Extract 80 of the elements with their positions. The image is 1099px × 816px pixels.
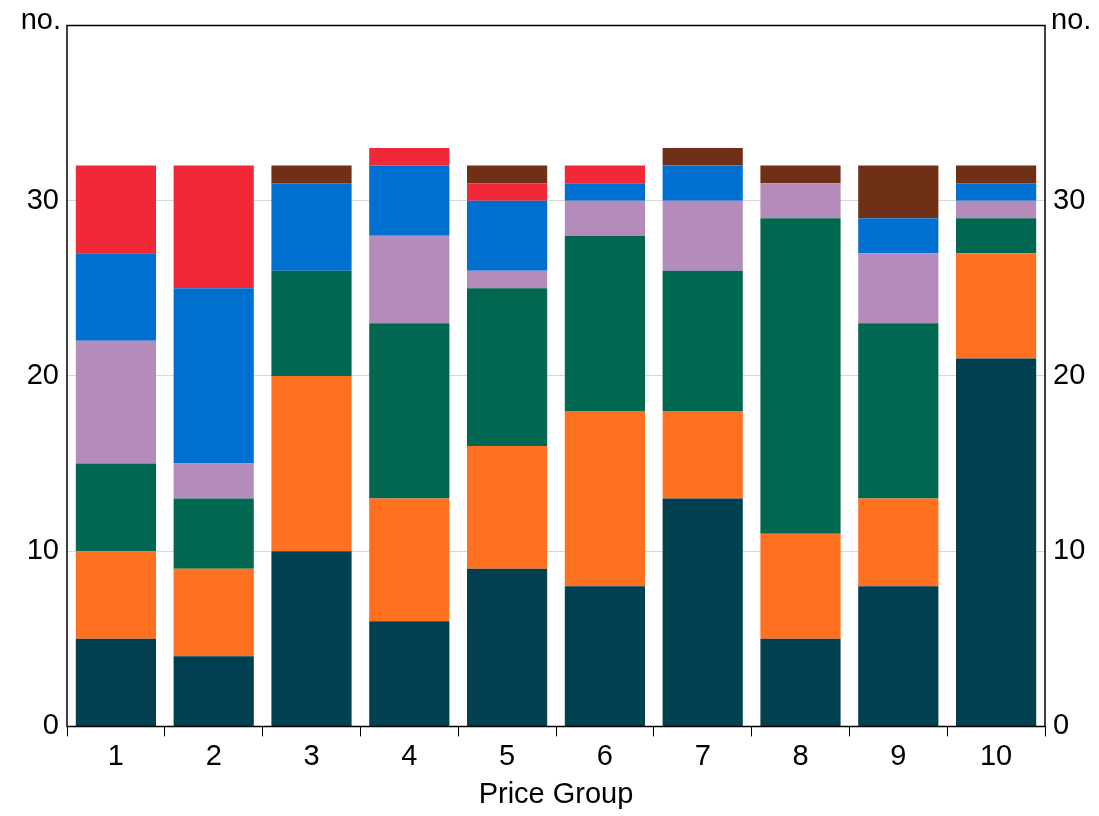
bar <box>662 270 743 411</box>
bar <box>858 498 939 587</box>
bar <box>75 165 156 254</box>
bar <box>369 621 450 726</box>
bar <box>858 218 939 254</box>
bar <box>369 498 450 622</box>
x-tick-label: 3 <box>303 738 320 771</box>
bar <box>75 638 156 726</box>
bar <box>760 638 841 726</box>
bar <box>75 340 156 464</box>
bar <box>271 551 352 726</box>
bar <box>467 183 548 201</box>
y-tick-label: 10 <box>26 533 59 566</box>
bar <box>956 253 1037 359</box>
bar <box>173 288 254 464</box>
bar <box>858 323 939 499</box>
x-tick-label: 1 <box>107 738 124 771</box>
bar <box>173 498 254 569</box>
bar <box>760 183 841 219</box>
bar <box>75 551 156 639</box>
bar <box>662 200 743 271</box>
x-tick-label: 4 <box>401 738 418 771</box>
bar <box>271 165 352 184</box>
bar <box>173 165 254 289</box>
bar <box>75 253 156 341</box>
bar <box>467 270 548 289</box>
y2-tick-label: 30 <box>1053 182 1086 215</box>
x-tick-label: 6 <box>596 738 613 771</box>
bar <box>858 165 939 219</box>
bar <box>467 568 548 726</box>
bar <box>173 463 254 499</box>
x-axis-title: Price Group <box>478 776 634 809</box>
y-tick-label: 30 <box>26 182 59 215</box>
x-tick-label: 7 <box>694 738 711 771</box>
bar <box>369 148 450 166</box>
bar <box>467 446 548 569</box>
bar <box>662 165 743 201</box>
bar <box>564 165 645 184</box>
x-tick-label: 2 <box>205 738 222 771</box>
bar <box>369 323 450 499</box>
bar <box>858 253 939 324</box>
x-tick-label: 10 <box>979 738 1013 771</box>
bar <box>271 270 352 376</box>
y2-tick-label: 0 <box>1053 708 1070 741</box>
bar <box>662 410 743 499</box>
bar <box>564 235 645 411</box>
y2-tick-label: 10 <box>1053 533 1086 566</box>
bar <box>369 235 450 324</box>
bar <box>564 586 645 726</box>
bar <box>271 375 352 552</box>
bar <box>271 183 352 271</box>
bar <box>956 165 1037 184</box>
x-tick-label: 5 <box>499 738 516 771</box>
y-axis-title: no. <box>20 2 61 35</box>
bar <box>956 200 1037 219</box>
bar <box>956 358 1037 726</box>
bar <box>467 288 548 446</box>
y2-tick-label: 20 <box>1053 357 1086 390</box>
bar <box>173 568 254 657</box>
bar <box>467 200 548 271</box>
bar <box>956 218 1037 254</box>
y2-axis-title: no. <box>1051 2 1092 35</box>
x-tick-label: 9 <box>890 738 907 771</box>
bar <box>956 183 1037 201</box>
x-tick-label: 8 <box>792 738 809 771</box>
bar <box>760 533 841 639</box>
bar <box>369 165 450 236</box>
bar <box>173 656 254 726</box>
bar <box>760 218 841 534</box>
bar <box>760 165 841 184</box>
bar <box>564 200 645 236</box>
bar <box>662 498 743 726</box>
bar <box>75 463 156 552</box>
bar <box>662 148 743 166</box>
bar <box>467 165 548 184</box>
y-tick-label: 0 <box>42 708 59 741</box>
bar <box>564 183 645 201</box>
y-tick-label: 20 <box>26 357 59 390</box>
bar <box>564 410 645 587</box>
bar <box>858 586 939 726</box>
